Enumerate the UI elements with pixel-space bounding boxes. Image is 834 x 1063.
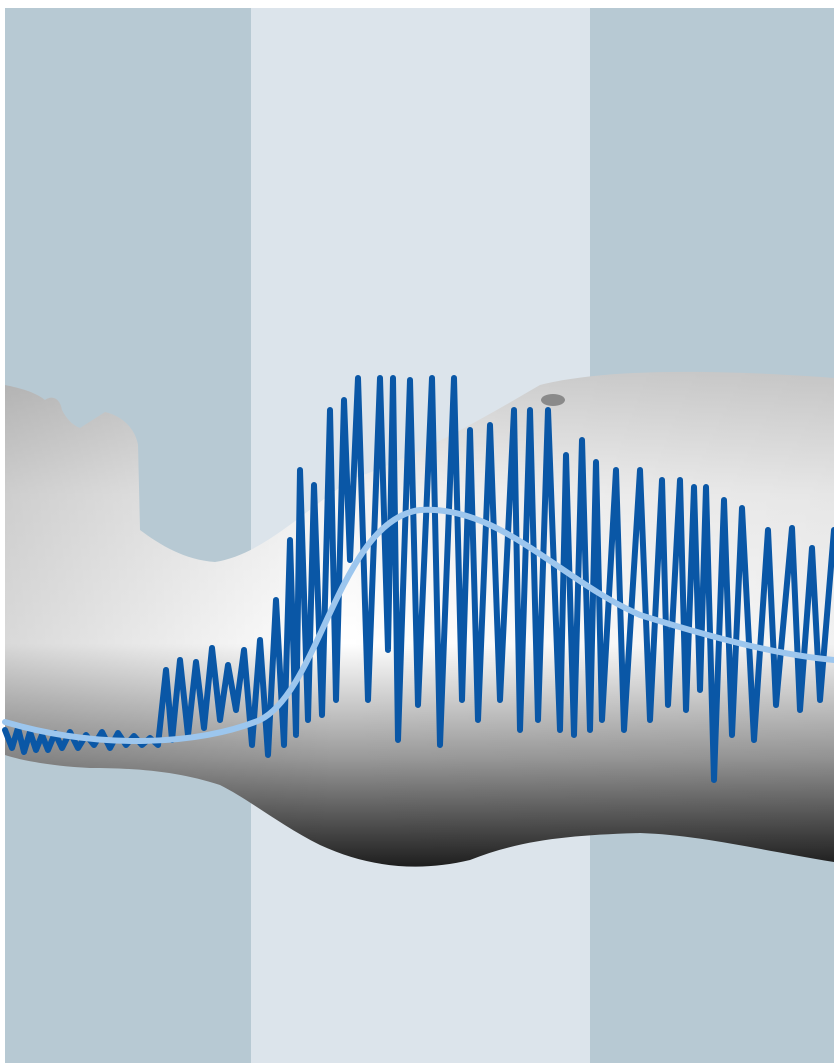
nipple [541, 394, 565, 406]
breathing-signal [2, 375, 834, 783]
trend-curve [2, 506, 834, 744]
